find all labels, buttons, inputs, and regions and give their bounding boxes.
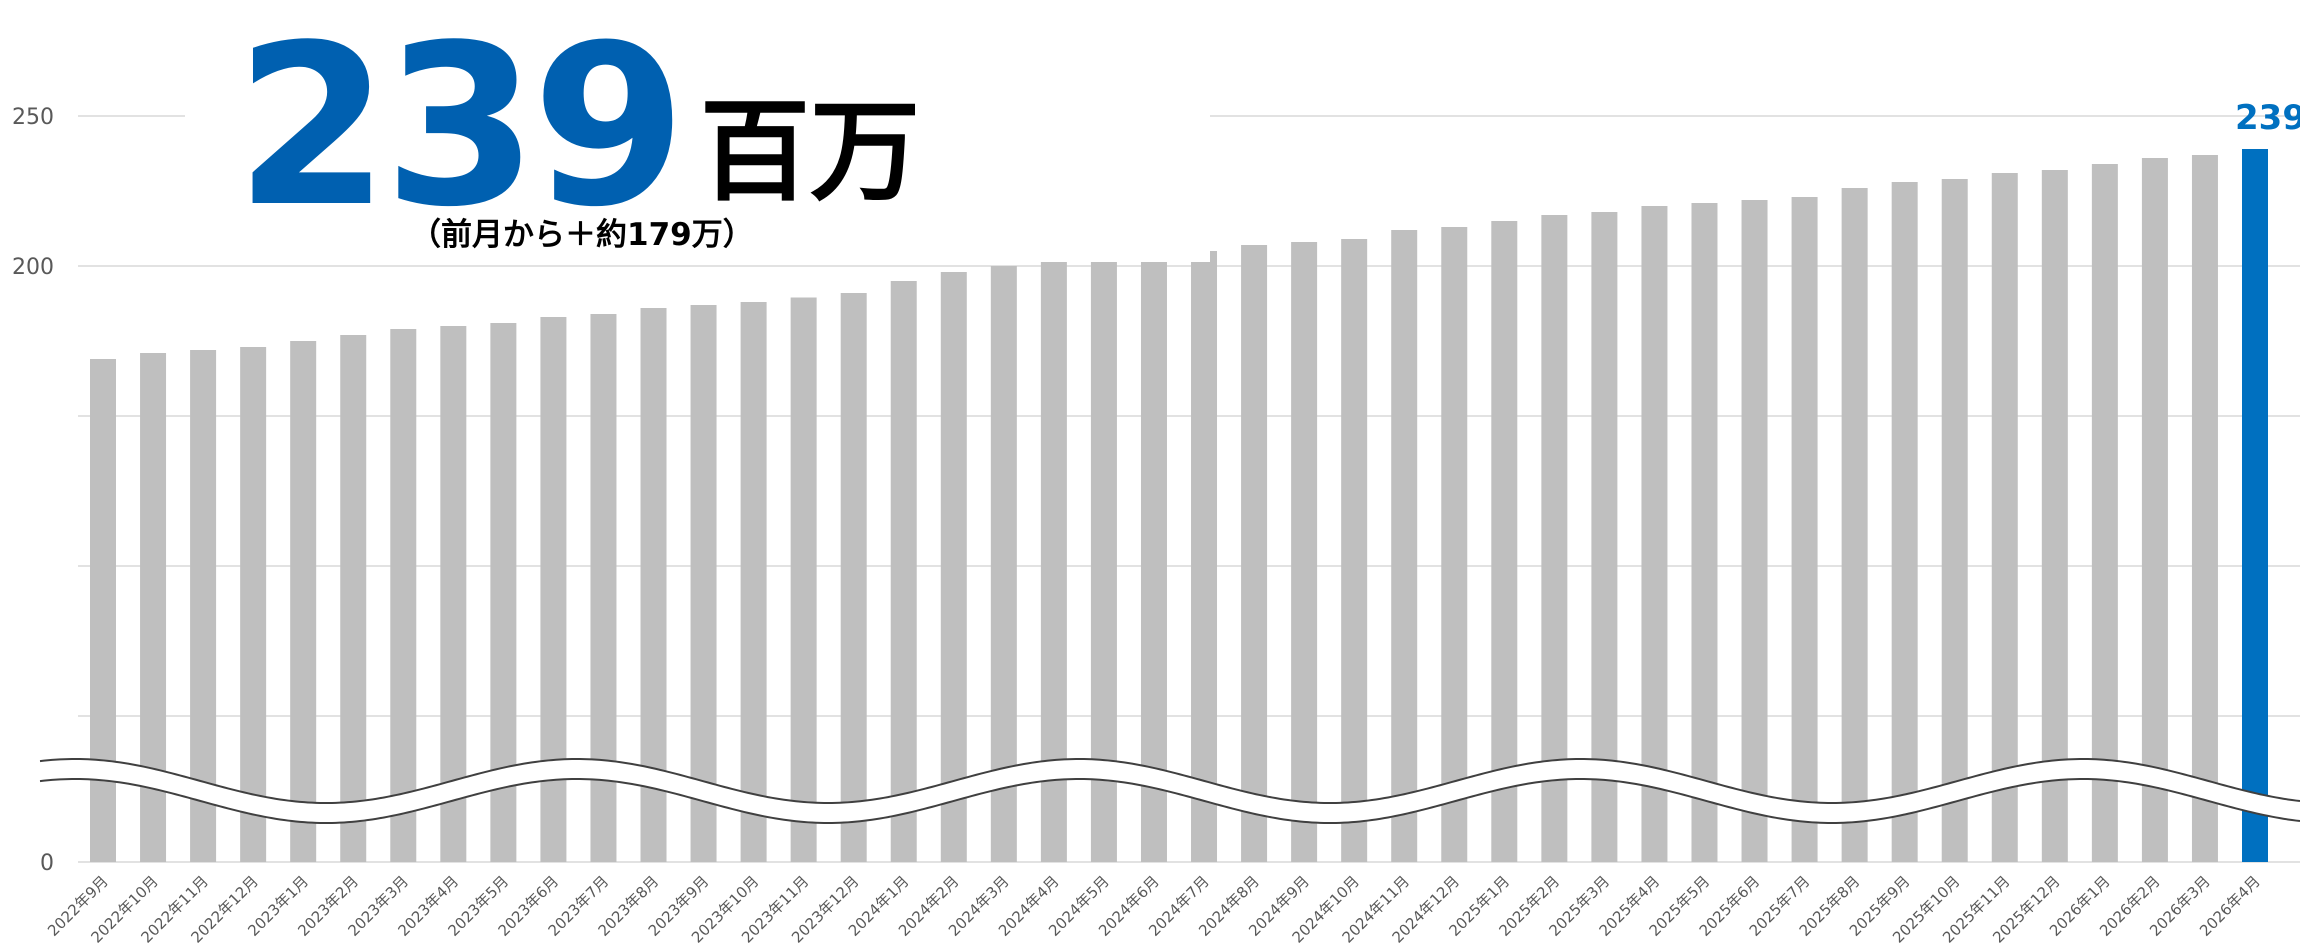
bar xyxy=(1441,227,1468,862)
bar xyxy=(1191,251,1218,862)
bar xyxy=(1140,254,1167,862)
bar xyxy=(240,347,267,862)
bar xyxy=(690,305,717,862)
x-axis-ticks: 2022年9月2022年10月2022年11月2022年12月2023年1月20… xyxy=(44,872,2264,946)
bar-highlight xyxy=(2242,149,2268,862)
bar xyxy=(1891,182,1918,862)
bar xyxy=(2191,155,2218,862)
bar xyxy=(740,302,767,862)
bar xyxy=(1241,245,1268,862)
bar xyxy=(890,281,917,862)
bar xyxy=(790,297,817,862)
y-tick-label: 250 xyxy=(12,105,54,130)
bar xyxy=(1491,221,1518,862)
bar xyxy=(840,293,867,862)
y-tick-label: 0 xyxy=(40,851,54,876)
highlight-data-label: 239 xyxy=(2235,98,2300,138)
break-line-upper xyxy=(39,758,2300,805)
bar xyxy=(390,329,417,862)
bar xyxy=(1291,242,1318,862)
bar xyxy=(2091,164,2118,862)
bar xyxy=(90,359,116,862)
bar xyxy=(1691,203,1718,862)
headline-number: 239 xyxy=(235,0,680,256)
bar xyxy=(340,335,367,862)
bar xyxy=(2041,170,2068,862)
bar xyxy=(990,266,1017,862)
headline-backdrop xyxy=(185,0,1210,262)
headline-unit: 百万 xyxy=(700,88,920,216)
bar xyxy=(290,341,317,862)
bar xyxy=(440,326,467,862)
y-tick-label: 200 xyxy=(12,255,54,280)
bar xyxy=(1341,239,1368,862)
bar xyxy=(1741,200,1768,862)
bar xyxy=(1641,206,1668,862)
break-line-lower xyxy=(39,778,2300,825)
headline: 239 百万 （前月から＋約179万） xyxy=(185,0,1210,262)
bar xyxy=(1391,230,1418,862)
bar xyxy=(1941,179,1968,862)
axis-break xyxy=(39,758,2300,825)
headline-subtitle: （前月から＋約179万） xyxy=(410,217,754,253)
bar xyxy=(1541,215,1568,862)
bar xyxy=(1791,197,1818,862)
bar xyxy=(1591,212,1618,862)
bar xyxy=(1991,173,2018,862)
y-axis-ticks: 0 200 250 xyxy=(12,105,54,876)
bar xyxy=(2141,158,2168,862)
bar xyxy=(190,350,217,862)
bar xyxy=(1841,188,1868,862)
bar xyxy=(940,272,967,862)
